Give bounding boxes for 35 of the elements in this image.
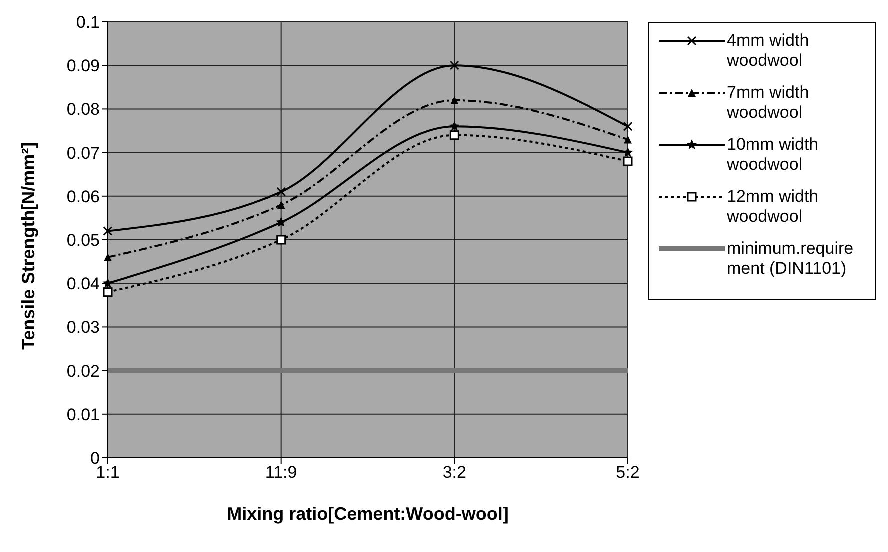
y-tick-label: 0.09	[66, 56, 100, 76]
point	[450, 96, 459, 104]
point	[103, 288, 113, 298]
legend-label: 12mm width woodwool	[727, 187, 820, 227]
x-tick-label: 5:2	[616, 463, 640, 482]
point	[103, 226, 113, 236]
y-tick-label: 0.07	[66, 144, 100, 163]
y-tick-label: 0.1	[76, 13, 100, 32]
y-tick-label: 0.08	[66, 100, 100, 120]
x-tick-label: 1:1	[96, 463, 120, 482]
x-tick-label: 3:2	[442, 463, 466, 482]
legend-label: 4mm width woodwool	[727, 31, 810, 71]
legend-label: 10mm width woodwool	[727, 135, 820, 175]
x-tick-label: 11:9	[265, 463, 298, 482]
y-tick-label: 0.06	[66, 187, 100, 206]
y-axis-title: Tensile Strength[N/mm²]	[18, 142, 38, 350]
y-tick-label: 0.01	[66, 405, 100, 424]
point	[276, 187, 286, 197]
point	[622, 147, 634, 158]
point	[276, 235, 286, 245]
y-tick-label: 0.03	[66, 318, 100, 338]
point	[276, 217, 287, 228]
legend-label: minimum.requirement (DIN1101)	[727, 239, 855, 279]
x-axis-title: Mixing ratio[Cement:Wood-wool]	[227, 504, 509, 524]
point	[277, 201, 286, 210]
y-tick-label: 0.05	[66, 231, 100, 250]
y-tick-label: 0.04	[66, 274, 100, 294]
point	[624, 136, 632, 144]
y-tick-label: 0.02	[66, 362, 100, 381]
legend-label: 7mm width woodwool	[727, 83, 810, 123]
point	[623, 156, 633, 166]
point	[623, 122, 633, 132]
point	[450, 130, 460, 140]
point	[450, 60, 460, 70]
point	[449, 121, 460, 132]
